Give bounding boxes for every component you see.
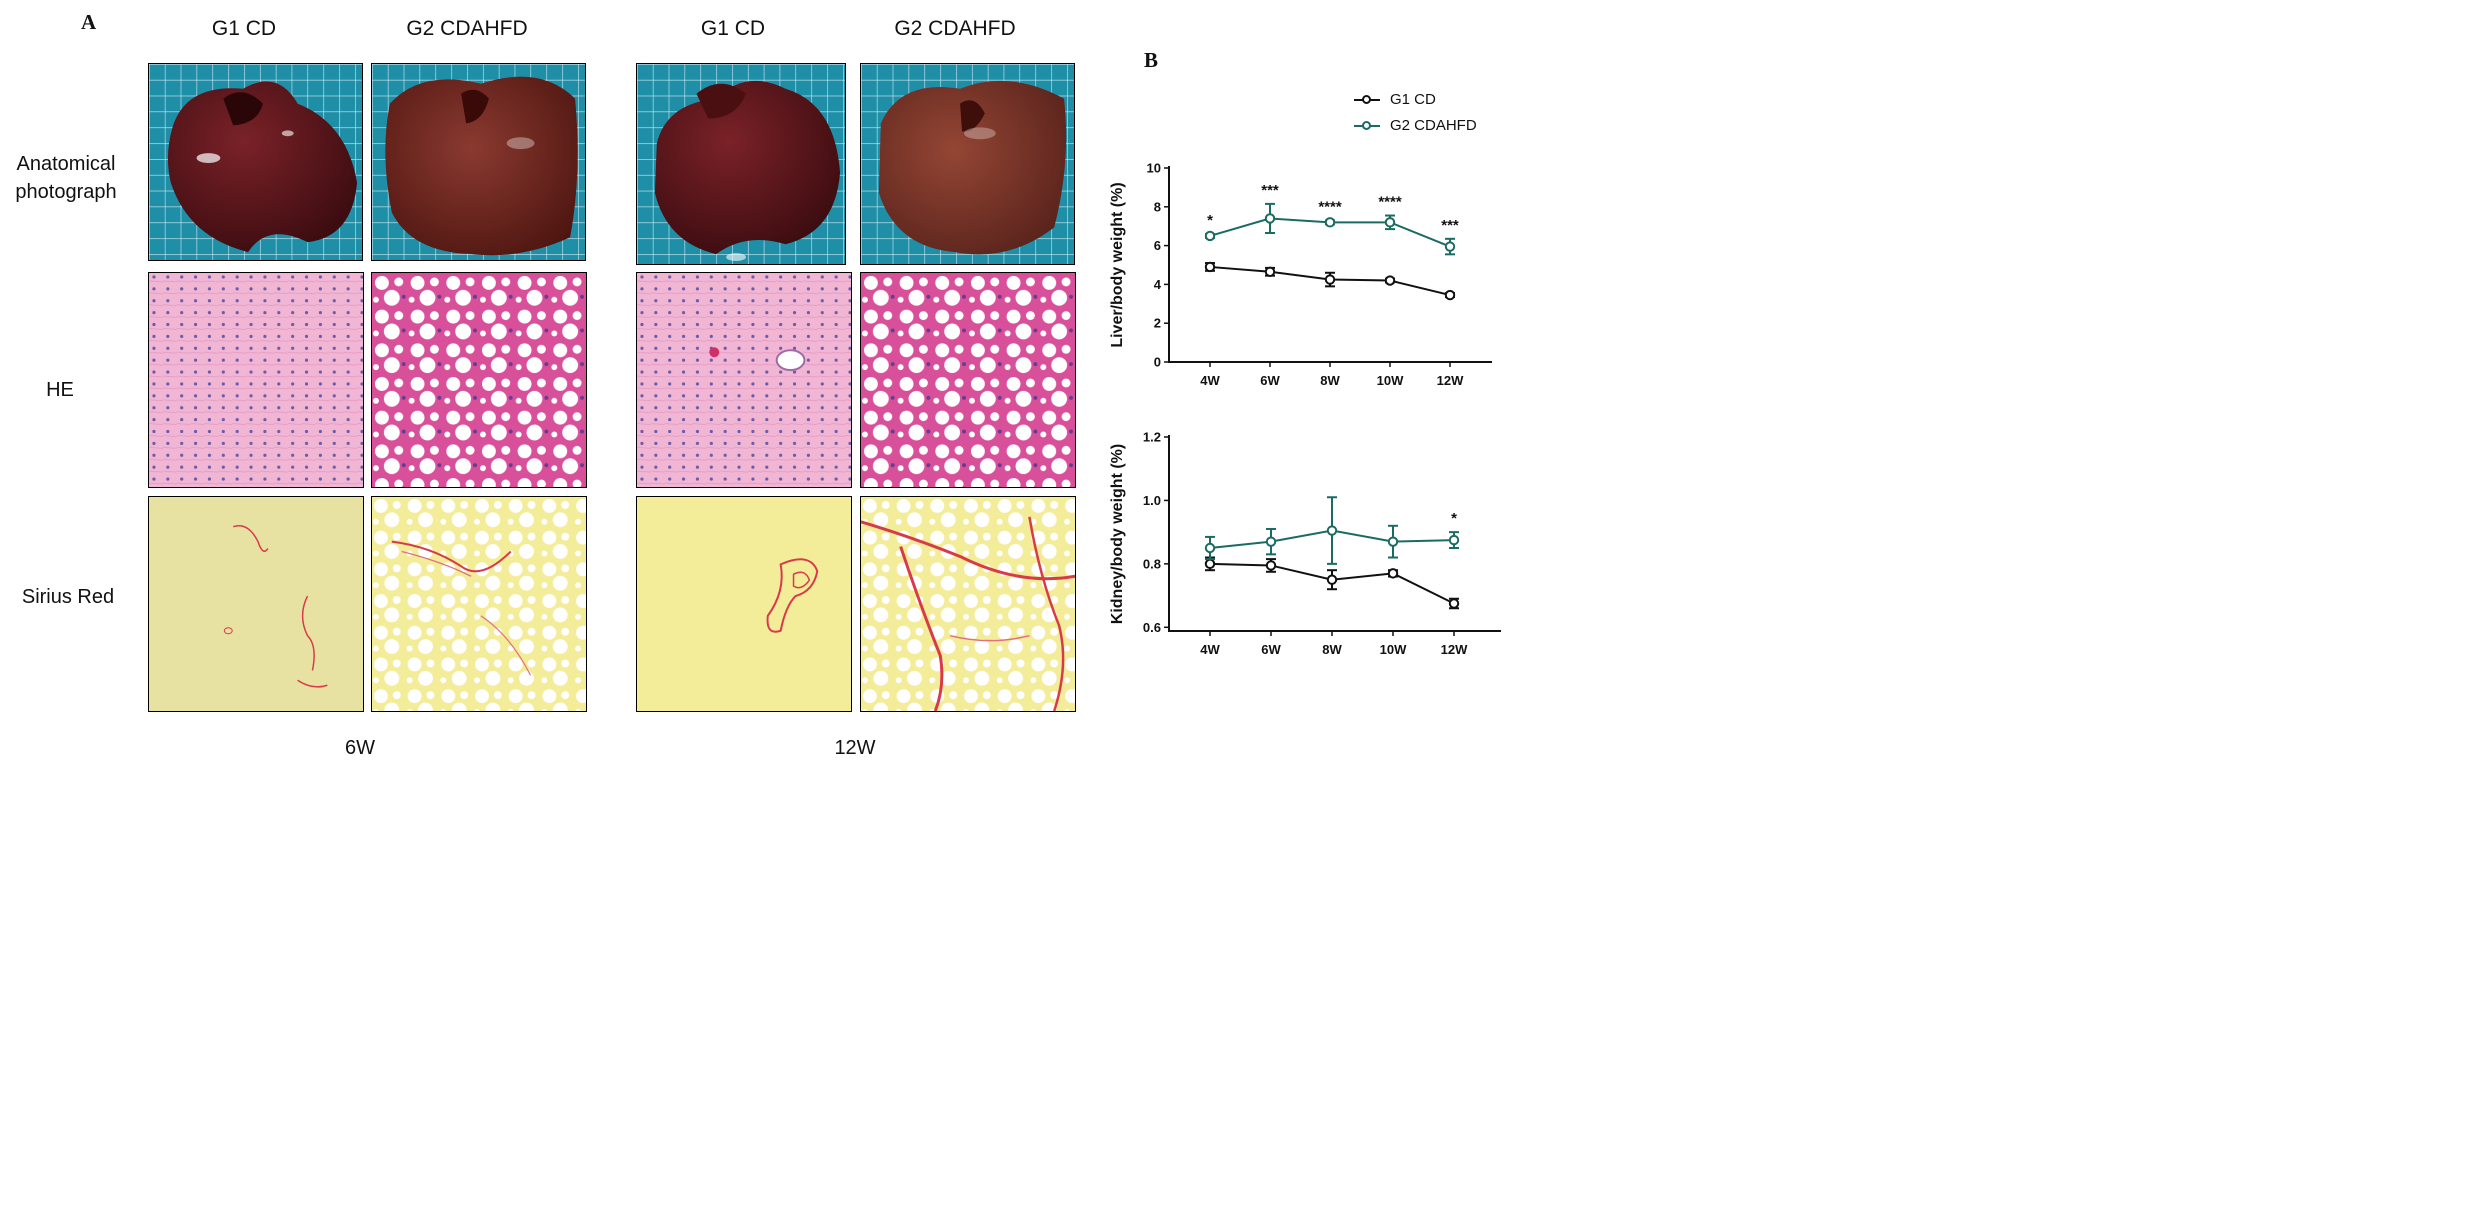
panel-b-label: B xyxy=(1144,48,1159,72)
y-tick-label: 8 xyxy=(1154,199,1161,214)
significance-label: *** xyxy=(1441,217,1459,234)
data-point-g2 xyxy=(1387,536,1399,547)
he-stain-g1-6w xyxy=(148,272,364,488)
x-tick-label: 6W xyxy=(1261,642,1281,657)
y-tick-label: 1.2 xyxy=(1143,430,1161,445)
column-header-g2-12w: G2 CDAHFD xyxy=(894,17,1016,40)
y-tick-label: 10 xyxy=(1147,161,1161,176)
y-tick-label: 0.6 xyxy=(1143,620,1161,635)
data-point-g1 xyxy=(1326,574,1338,585)
liver-photo-g1-6w xyxy=(148,63,363,261)
data-point-g1 xyxy=(1264,266,1276,277)
data-point-g2 xyxy=(1448,534,1460,546)
data-point-g2 xyxy=(1204,542,1216,554)
x-tick-label: 12W xyxy=(1437,373,1464,388)
data-point-g1 xyxy=(1387,568,1399,579)
data-point-g1 xyxy=(1384,275,1396,286)
significance-label: **** xyxy=(1378,194,1402,211)
data-point-g1 xyxy=(1448,598,1460,609)
sirius-red-stain-g2-6w xyxy=(371,496,587,712)
he-stain-g1-12w xyxy=(636,272,852,488)
x-tick-label: 10W xyxy=(1380,642,1407,657)
significance-label: **** xyxy=(1318,198,1342,215)
figure: A G1 CD G2 CDAHFD G1 CD G2 CDAHFD Anatom… xyxy=(0,0,1552,768)
row-label-anatomical: Anatomical photograph xyxy=(0,150,132,206)
column-header-g1-6w: G1 CD xyxy=(211,17,277,40)
panel-a-label: A xyxy=(81,10,97,34)
kidney-weight-chart: 0.6 0.8 1.0 1.2 4W 6W 8W 10W 12W Kidney/body weig… xyxy=(1109,430,1501,657)
x-tick-label: 12W xyxy=(1441,642,1468,657)
data-point-g2 xyxy=(1265,536,1277,547)
data-point-g1 xyxy=(1324,274,1336,285)
y-tick-label: 1.0 xyxy=(1143,493,1161,508)
y-tick-label: 0.8 xyxy=(1143,556,1161,571)
data-point-g2 xyxy=(1204,230,1216,242)
data-point-g1 xyxy=(1204,261,1216,273)
y-tick-label: 0 xyxy=(1154,355,1161,370)
timepoint-label-12w: 12W xyxy=(834,737,876,759)
data-point-g2 xyxy=(1264,213,1276,224)
y-tick-label: 2 xyxy=(1154,316,1161,331)
he-stain-g2-6w xyxy=(371,272,587,488)
row-label-sirius-red: Sirius Red xyxy=(21,586,115,608)
column-header-g1-12w: G1 CD xyxy=(700,17,766,40)
data-point-g2 xyxy=(1324,217,1336,228)
legend-label-g2: G2 CDAHFD xyxy=(1390,117,1477,134)
column-header-g2-6w: G2 CDAHFD xyxy=(406,17,528,40)
row-label-anatomical-line-2: photograph xyxy=(15,181,117,203)
data-point-g2 xyxy=(1326,525,1338,536)
legend-marker-g1 xyxy=(1362,95,1371,104)
y-axis-label: Liver/body weight (%) xyxy=(1109,182,1126,347)
y-tick-label: 4 xyxy=(1154,277,1162,292)
significance-label: *** xyxy=(1261,182,1279,199)
sirius-red-stain-g1-12w xyxy=(636,496,852,712)
liver-photo-g1-12w xyxy=(636,63,846,265)
x-tick-label: 4W xyxy=(1200,373,1220,388)
timepoint-label-6w: 6W xyxy=(345,737,375,759)
y-axis-label: Kidney/body weight (%) xyxy=(1109,444,1126,624)
legend-label-g1: G1 CD xyxy=(1390,91,1436,108)
y-tick-label: 6 xyxy=(1154,238,1161,253)
data-point-g2 xyxy=(1444,241,1456,252)
x-tick-label: 6W xyxy=(1260,373,1280,388)
data-point-g1 xyxy=(1265,560,1277,571)
data-point-g2 xyxy=(1384,217,1396,228)
x-tick-label: 8W xyxy=(1320,373,1340,388)
x-tick-label: 8W xyxy=(1322,642,1342,657)
data-point-g1 xyxy=(1204,558,1216,570)
x-tick-label: 4W xyxy=(1200,642,1220,657)
liver-photo-g2-6w xyxy=(371,63,586,261)
data-point-g1 xyxy=(1444,289,1456,301)
sirius-red-stain-g1-6w xyxy=(148,496,364,712)
significance-label: * xyxy=(1451,510,1457,527)
x-tick-label: 10W xyxy=(1377,373,1404,388)
significance-label: * xyxy=(1207,212,1213,229)
row-label-he: HE xyxy=(46,379,74,401)
liver-weight-chart: 0 2 4 6 8 10 4W 6W 8W 10W 12W Liver/body weight (%)… xyxy=(1109,161,1492,388)
legend-marker-g2 xyxy=(1362,121,1371,130)
sirius-red-stain-g2-12w xyxy=(860,496,1076,712)
liver-photo-g2-12w xyxy=(860,63,1075,265)
he-stain-g2-12w xyxy=(860,272,1076,488)
row-label-anatomical-line-1: Anatomical xyxy=(16,153,116,175)
